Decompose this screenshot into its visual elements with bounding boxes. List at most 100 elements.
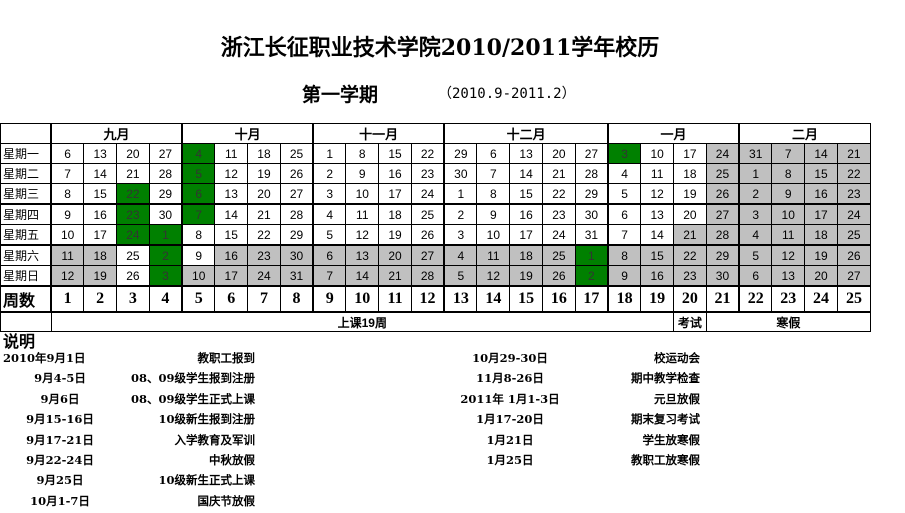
day-cell: 18 — [247, 143, 281, 164]
week-label: 周数 — [0, 285, 52, 313]
note-date: 1月21日 — [486, 432, 534, 447]
week-number: 22 — [738, 285, 773, 313]
week-number: 24 — [804, 285, 838, 313]
week-number: 17 — [574, 285, 609, 313]
weekday-label: 星期五 — [0, 224, 52, 246]
week-number: 20 — [673, 285, 707, 313]
day-cell: 24 — [410, 183, 445, 205]
day-cell: 5 — [738, 244, 773, 266]
day-cell: 27 — [574, 143, 609, 164]
day-cell: 27 — [705, 203, 740, 225]
week-number: 8 — [279, 285, 314, 313]
day-cell: 19 — [673, 183, 707, 205]
phase-row: 上课19周 考试 寒假 — [0, 311, 872, 332]
day-cell: 7 — [312, 265, 347, 287]
day-cell: 10 — [345, 183, 380, 205]
day-cell: 10 — [50, 224, 85, 246]
day-cell: 18 — [804, 224, 838, 246]
phase-cell: 寒假 — [705, 311, 872, 332]
day-cell: 7 — [476, 163, 511, 184]
day-cell: 14 — [214, 203, 249, 225]
day-cell: 11 — [771, 224, 806, 246]
day-cell: 25 — [705, 163, 740, 184]
note-date: 10月29-30日 — [472, 351, 548, 365]
day-cell: 11 — [640, 163, 675, 184]
day-cell: 13 — [214, 183, 249, 205]
day-cell: 29 — [574, 183, 609, 205]
day-cell: 27 — [148, 143, 183, 164]
day-cell: 22 — [116, 183, 150, 205]
week-number: 1 — [50, 285, 85, 313]
note-date: 9月17-21日 — [26, 432, 94, 447]
week-number: 16 — [541, 285, 576, 313]
day-cell: 27 — [836, 265, 872, 287]
month-header: 十一月 — [312, 123, 445, 144]
day-cell: 15 — [804, 163, 838, 184]
week-number: 7 — [247, 285, 281, 313]
day-cell: 17 — [378, 183, 412, 205]
notes-heading: 说明 — [3, 332, 36, 351]
day-cell: 1 — [574, 244, 609, 266]
day-cell: 19 — [804, 244, 838, 266]
day-cell: 12 — [476, 265, 511, 287]
day-cell: 7 — [607, 224, 642, 246]
day-cell: 28 — [410, 265, 445, 287]
weekday-label: 星期二 — [0, 163, 52, 184]
week-number: 9 — [312, 285, 347, 313]
day-cell: 22 — [410, 143, 445, 164]
day-cell: 22 — [541, 183, 576, 205]
note-event: 期中教学检查 — [631, 371, 700, 386]
day-cell: 9 — [607, 265, 642, 287]
week-number: 21 — [705, 285, 740, 313]
week-number: 3 — [116, 285, 150, 313]
day-cell: 12 — [345, 224, 380, 246]
month-header: 九月 — [49, 123, 183, 144]
day-cell: 14 — [804, 143, 838, 164]
day-cell: 25 — [410, 203, 445, 225]
day-cell: 29 — [443, 143, 478, 164]
day-cell: 17 — [804, 203, 838, 225]
day-cell: 10 — [771, 203, 806, 225]
corner-cell — [0, 123, 52, 144]
day-cell: 22 — [836, 163, 872, 184]
day-cell: 16 — [804, 183, 838, 205]
day-cell: 2 — [312, 163, 347, 184]
day-cell: 15 — [83, 183, 118, 205]
week-number: 10 — [345, 285, 380, 313]
day-cell: 19 — [509, 265, 543, 287]
day-cell: 26 — [705, 183, 740, 205]
day-cell: 24 — [541, 224, 576, 246]
month-header: 十二月 — [443, 123, 609, 144]
day-cell: 30 — [148, 203, 183, 225]
day-cell: 26 — [541, 265, 576, 287]
day-cell: 2 — [443, 203, 478, 225]
day-cell: 30 — [443, 163, 478, 184]
day-cell: 25 — [541, 244, 576, 266]
note-date: 9月4-5日 — [34, 371, 86, 386]
note-date: 11月8-26日 — [476, 371, 544, 386]
day-cell: 27 — [410, 244, 445, 266]
day-cell: 29 — [148, 183, 183, 205]
day-cell: 2 — [738, 183, 773, 205]
day-cell: 13 — [83, 143, 118, 164]
day-cell: 7 — [50, 163, 85, 184]
day-cell: 4 — [443, 244, 478, 266]
day-cell: 8 — [607, 244, 642, 266]
day-cell: 15 — [640, 244, 675, 266]
day-cell: 1 — [148, 224, 183, 246]
day-cell: 8 — [345, 143, 380, 164]
weekday-row: 星期六 11 18 25 2 9 16 23 30 6 13 20 27 4 11 18 25 1 8 15 22 29 5… — [0, 244, 872, 266]
note-event: 08、09级学生报到注册 — [130, 371, 255, 386]
day-cell: 18 — [378, 203, 412, 225]
day-cell: 22 — [673, 244, 707, 266]
day-cell: 14 — [640, 224, 675, 246]
month-header: 一月 — [607, 123, 740, 144]
day-cell: 20 — [804, 265, 838, 287]
week-number: 14 — [476, 285, 511, 313]
day-cell: 24 — [705, 143, 740, 164]
day-cell: 9 — [476, 203, 511, 225]
day-cell: 23 — [410, 163, 445, 184]
note-event: 教职工放寒假 — [631, 453, 700, 467]
month-header-row: 九月 十月 十一月 十二月 一月 二月 — [0, 123, 872, 144]
day-cell: 6 — [607, 203, 642, 225]
